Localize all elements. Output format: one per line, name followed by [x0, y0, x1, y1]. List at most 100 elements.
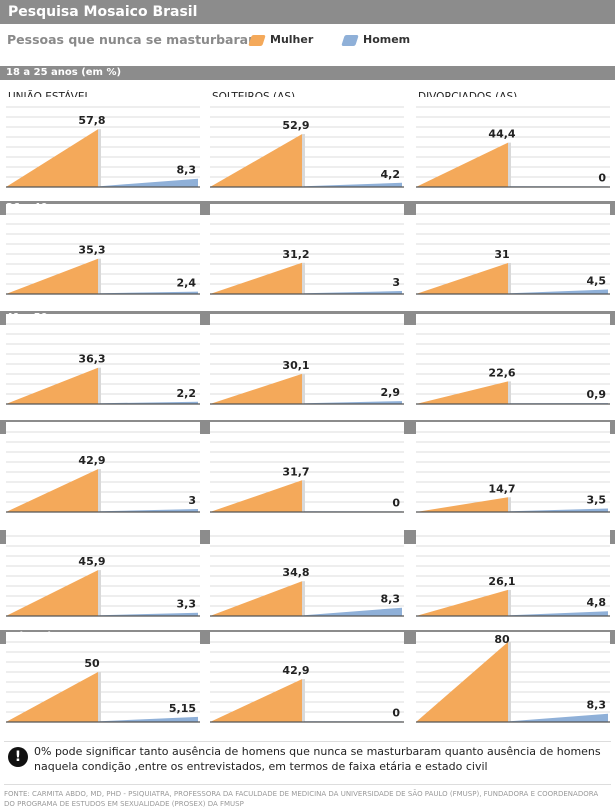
homem-area [510, 289, 608, 294]
chart-panel: 31,7 0 [210, 422, 404, 516]
homem-value-label: 3 [392, 276, 400, 289]
mulher-area-edge [98, 672, 101, 722]
mulher-area-edge [302, 480, 305, 512]
panel-svg: 36,3 2,2 [6, 314, 200, 405]
homem-area [100, 716, 198, 722]
mulher-area-edge [302, 373, 305, 404]
homem-area [304, 607, 402, 616]
homem-value-label: 3,3 [177, 598, 197, 611]
chart-panel: 80 8,3 [416, 632, 610, 726]
homem-value-label: 8,3 [177, 164, 197, 177]
mulher-area-edge [98, 258, 101, 294]
mulher-area [416, 381, 508, 404]
mulher-area-edge [508, 381, 511, 404]
panel-svg: 14,7 3,5 [416, 422, 610, 513]
chart-panel: 35,3 2,4 [6, 204, 200, 298]
homem-value-label: 2,2 [177, 387, 197, 400]
chart-subtitle: Pessoas que nunca se masturbaram [7, 32, 262, 47]
mulher-value-label: 14,7 [488, 482, 515, 495]
mulher-area [6, 570, 98, 616]
legend-label-homem: Homem [363, 33, 411, 46]
homem-value-label: 0 [392, 706, 400, 719]
footnote-box: ! 0% pode significar tanto ausência de h… [4, 741, 611, 785]
legend-swatch-mulher [248, 35, 266, 46]
chart-panel: 44,4 0 [416, 97, 610, 191]
mulher-value-label: 42,9 [78, 454, 105, 467]
homem-value-label: 3,5 [587, 494, 607, 507]
panel-svg: 30,1 2,9 [210, 314, 404, 405]
mulher-value-label: 45,9 [78, 555, 105, 568]
homem-area [100, 509, 198, 512]
homem-area [100, 178, 198, 187]
chart-panel: 50 5,15 [6, 632, 200, 726]
mulher-area [416, 263, 508, 294]
mulher-area-edge [302, 581, 305, 616]
mulher-area-edge [98, 570, 101, 616]
panel-svg: 22,6 0,9 [416, 314, 610, 405]
homem-value-label: 3 [188, 494, 196, 507]
mulher-value-label: 52,9 [282, 119, 309, 132]
mulher-area-edge [302, 262, 305, 294]
chart-panel: 42,9 3 [6, 422, 200, 516]
mulher-area-edge [302, 679, 305, 722]
homem-area [510, 611, 608, 616]
chart-panel: 45,9 3,3 [6, 526, 200, 620]
homem-value-label: 5,15 [169, 702, 196, 715]
panel-svg: 45,9 3,3 [6, 526, 200, 617]
panel-svg: 505,15 [6, 632, 200, 723]
chart-panel: 30,1 2,9 [210, 314, 404, 408]
mulher-area-edge [508, 142, 511, 187]
chart-panel: 31 4,5 [416, 204, 610, 298]
homem-area [100, 291, 198, 294]
mulher-area-edge [98, 367, 101, 404]
mulher-value-label: 22,6 [488, 366, 515, 379]
mulher-value-label: 36,3 [78, 353, 105, 366]
homem-area [510, 713, 608, 722]
chart-panel: 22,6 0,9 [416, 314, 610, 408]
chart-panel: 26,1 4,8 [416, 526, 610, 620]
mulher-value-label: 31 [494, 248, 509, 261]
mulher-area-edge [508, 497, 511, 512]
mulher-area [210, 262, 302, 294]
mulher-value-label: 34,8 [282, 566, 309, 579]
mulher-value-label: 30,1 [282, 359, 309, 372]
mulher-value-label: 50 [84, 657, 100, 670]
mulher-area [6, 129, 98, 187]
homem-value-label: 4,2 [381, 168, 401, 181]
mulher-area-edge [98, 469, 101, 512]
panel-svg: 26,1 4,8 [416, 526, 610, 617]
homem-area [304, 401, 402, 404]
legend-swatch-homem [341, 35, 359, 46]
mulher-value-label: 26,1 [488, 575, 515, 588]
homem-value-label: 4,5 [587, 275, 607, 288]
mulher-area [416, 642, 508, 722]
homem-area [304, 182, 402, 187]
panel-svg: 808,3 [416, 632, 610, 723]
mulher-area [210, 373, 302, 404]
chart-panel: 34,8 8,3 [210, 526, 404, 620]
panel-svg: 35,3 2,4 [6, 204, 200, 295]
homem-value-label: 2,4 [177, 277, 197, 290]
source-credit: FONTE: CARMITA ABDO, MD, PHD - PSIQUIATR… [4, 790, 599, 808]
panel-svg: 34,8 8,3 [210, 526, 404, 617]
panel-svg: 314,5 [416, 204, 610, 295]
age-group-label: 18 a 25 anos (em %) [0, 66, 615, 80]
footnote-text: 0% pode significar tanto ausência de hom… [34, 745, 601, 773]
homem-value-label: 0,9 [587, 388, 607, 401]
mulher-value-label: 44,4 [488, 128, 515, 141]
homem-value-label: 4,8 [587, 596, 607, 609]
panel-svg: 57,8 8,3 [6, 97, 200, 188]
mulher-value-label: 80 [494, 633, 510, 646]
mulher-area [210, 480, 302, 512]
mulher-value-label: 42,9 [282, 664, 309, 677]
homem-area [100, 612, 198, 616]
panel-svg: 31,70 [210, 422, 404, 513]
panel-svg: 31,23 [210, 204, 404, 295]
mulher-value-label: 31,2 [282, 248, 309, 261]
chart-title: Pesquisa Mosaico Brasil [0, 0, 615, 24]
mulher-area-edge [508, 642, 511, 722]
chart-panel: 14,7 3,5 [416, 422, 610, 516]
homem-value-label: 2,9 [381, 386, 401, 399]
mulher-area [416, 497, 508, 512]
mulher-value-label: 57,8 [78, 114, 105, 127]
